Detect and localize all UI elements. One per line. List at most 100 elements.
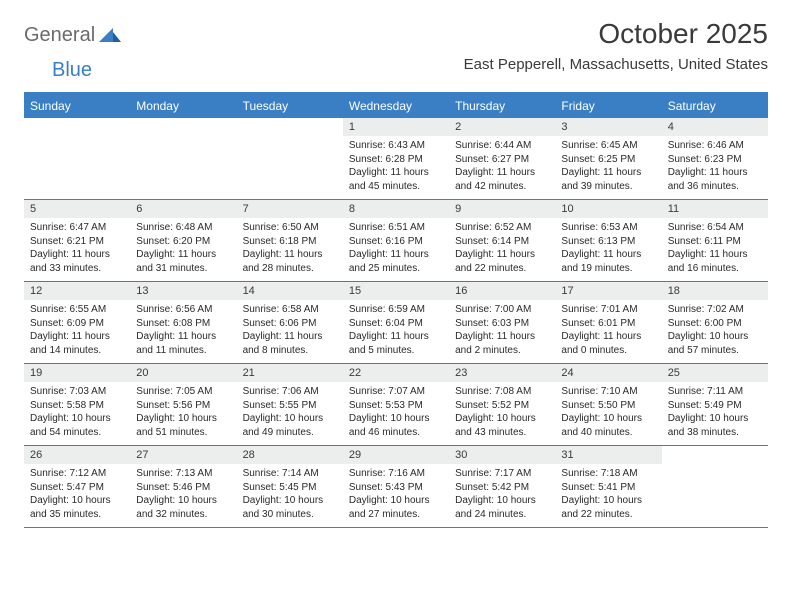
day-number: 13 [130, 282, 236, 300]
weekday-saturday: Saturday [662, 94, 768, 118]
day-body: Sunrise: 7:08 AMSunset: 5:52 PMDaylight:… [449, 382, 555, 445]
day-body: Sunrise: 6:50 AMSunset: 6:18 PMDaylight:… [237, 218, 343, 281]
day-cell: 10Sunrise: 6:53 AMSunset: 6:13 PMDayligh… [555, 200, 661, 281]
day-cell: 19Sunrise: 7:03 AMSunset: 5:58 PMDayligh… [24, 364, 130, 445]
day-number: 25 [662, 364, 768, 382]
day-number: 4 [662, 118, 768, 136]
sunrise-text: Sunrise: 6:44 AM [455, 139, 549, 153]
calendar-page: General October 2025 East Pepperell, Mas… [0, 0, 792, 528]
day-body: Sunrise: 6:47 AMSunset: 6:21 PMDaylight:… [24, 218, 130, 281]
day-body: Sunrise: 6:58 AMSunset: 6:06 PMDaylight:… [237, 300, 343, 363]
calendar-grid: 1Sunrise: 6:43 AMSunset: 6:28 PMDaylight… [24, 118, 768, 528]
day-cell: 18Sunrise: 7:02 AMSunset: 6:00 PMDayligh… [662, 282, 768, 363]
sunrise-text: Sunrise: 7:05 AM [136, 385, 230, 399]
day-number: 22 [343, 364, 449, 382]
day-cell: 15Sunrise: 6:59 AMSunset: 6:04 PMDayligh… [343, 282, 449, 363]
sunrise-text: Sunrise: 6:58 AM [243, 303, 337, 317]
sunset-text: Sunset: 6:20 PM [136, 235, 230, 249]
daylight-text: Daylight: 10 hours and 54 minutes. [30, 412, 124, 439]
day-cell: 3Sunrise: 6:45 AMSunset: 6:25 PMDaylight… [555, 118, 661, 199]
sunset-text: Sunset: 5:50 PM [561, 399, 655, 413]
sunset-text: Sunset: 5:46 PM [136, 481, 230, 495]
sunrise-text: Sunrise: 6:43 AM [349, 139, 443, 153]
logo-text-blue: Blue [52, 59, 92, 81]
day-body: Sunrise: 7:14 AMSunset: 5:45 PMDaylight:… [237, 464, 343, 527]
calendar: Sunday Monday Tuesday Wednesday Thursday… [24, 92, 768, 528]
daylight-text: Daylight: 11 hours and 2 minutes. [455, 330, 549, 357]
day-cell: 21Sunrise: 7:06 AMSunset: 5:55 PMDayligh… [237, 364, 343, 445]
daylight-text: Daylight: 10 hours and 43 minutes. [455, 412, 549, 439]
daylight-text: Daylight: 10 hours and 40 minutes. [561, 412, 655, 439]
day-body: Sunrise: 7:00 AMSunset: 6:03 PMDaylight:… [449, 300, 555, 363]
weekday-wednesday: Wednesday [343, 94, 449, 118]
daylight-text: Daylight: 11 hours and 14 minutes. [30, 330, 124, 357]
day-body: Sunrise: 6:53 AMSunset: 6:13 PMDaylight:… [555, 218, 661, 281]
sunset-text: Sunset: 6:08 PM [136, 317, 230, 331]
month-title: October 2025 [464, 18, 768, 50]
daylight-text: Daylight: 11 hours and 28 minutes. [243, 248, 337, 275]
sunrise-text: Sunrise: 7:01 AM [561, 303, 655, 317]
title-block: October 2025 East Pepperell, Massachuset… [464, 18, 768, 73]
daylight-text: Daylight: 11 hours and 16 minutes. [668, 248, 762, 275]
day-number: 17 [555, 282, 661, 300]
daylight-text: Daylight: 11 hours and 8 minutes. [243, 330, 337, 357]
sunrise-text: Sunrise: 7:16 AM [349, 467, 443, 481]
sunset-text: Sunset: 5:43 PM [349, 481, 443, 495]
day-body: Sunrise: 6:56 AMSunset: 6:08 PMDaylight:… [130, 300, 236, 363]
sunrise-text: Sunrise: 6:52 AM [455, 221, 549, 235]
sunrise-text: Sunrise: 7:03 AM [30, 385, 124, 399]
sunrise-text: Sunrise: 6:54 AM [668, 221, 762, 235]
weekday-tuesday: Tuesday [237, 94, 343, 118]
week-row: 12Sunrise: 6:55 AMSunset: 6:09 PMDayligh… [24, 282, 768, 364]
day-body: Sunrise: 6:54 AMSunset: 6:11 PMDaylight:… [662, 218, 768, 281]
daylight-text: Daylight: 10 hours and 51 minutes. [136, 412, 230, 439]
week-row: 26Sunrise: 7:12 AMSunset: 5:47 PMDayligh… [24, 446, 768, 528]
sunset-text: Sunset: 5:49 PM [668, 399, 762, 413]
day-cell: 20Sunrise: 7:05 AMSunset: 5:56 PMDayligh… [130, 364, 236, 445]
daylight-text: Daylight: 11 hours and 33 minutes. [30, 248, 124, 275]
logo-mark-icon [99, 26, 121, 47]
day-cell: 30Sunrise: 7:17 AMSunset: 5:42 PMDayligh… [449, 446, 555, 527]
day-number: 21 [237, 364, 343, 382]
sunrise-text: Sunrise: 7:14 AM [243, 467, 337, 481]
day-number: 9 [449, 200, 555, 218]
sunset-text: Sunset: 6:16 PM [349, 235, 443, 249]
sunset-text: Sunset: 5:45 PM [243, 481, 337, 495]
daylight-text: Daylight: 10 hours and 46 minutes. [349, 412, 443, 439]
logo: General [24, 18, 123, 47]
daylight-text: Daylight: 10 hours and 57 minutes. [668, 330, 762, 357]
day-cell-blank [130, 118, 236, 199]
day-number: 6 [130, 200, 236, 218]
day-number: 15 [343, 282, 449, 300]
weekday-sunday: Sunday [24, 94, 130, 118]
sunset-text: Sunset: 6:23 PM [668, 153, 762, 167]
day-body: Sunrise: 6:44 AMSunset: 6:27 PMDaylight:… [449, 136, 555, 199]
day-number: 28 [237, 446, 343, 464]
day-number: 2 [449, 118, 555, 136]
day-body: Sunrise: 7:03 AMSunset: 5:58 PMDaylight:… [24, 382, 130, 445]
daylight-text: Daylight: 11 hours and 39 minutes. [561, 166, 655, 193]
week-row: 19Sunrise: 7:03 AMSunset: 5:58 PMDayligh… [24, 364, 768, 446]
sunrise-text: Sunrise: 6:55 AM [30, 303, 124, 317]
day-number: 24 [555, 364, 661, 382]
daylight-text: Daylight: 11 hours and 22 minutes. [455, 248, 549, 275]
day-number: 16 [449, 282, 555, 300]
day-cell: 11Sunrise: 6:54 AMSunset: 6:11 PMDayligh… [662, 200, 768, 281]
sunset-text: Sunset: 6:21 PM [30, 235, 124, 249]
sunrise-text: Sunrise: 7:13 AM [136, 467, 230, 481]
sunset-text: Sunset: 6:01 PM [561, 317, 655, 331]
day-cell: 16Sunrise: 7:00 AMSunset: 6:03 PMDayligh… [449, 282, 555, 363]
day-number: 8 [343, 200, 449, 218]
day-body: Sunrise: 7:13 AMSunset: 5:46 PMDaylight:… [130, 464, 236, 527]
day-body: Sunrise: 7:07 AMSunset: 5:53 PMDaylight:… [343, 382, 449, 445]
sunset-text: Sunset: 6:27 PM [455, 153, 549, 167]
sunrise-text: Sunrise: 7:11 AM [668, 385, 762, 399]
day-number: 3 [555, 118, 661, 136]
weekday-header-row: Sunday Monday Tuesday Wednesday Thursday… [24, 94, 768, 118]
sunrise-text: Sunrise: 6:53 AM [561, 221, 655, 235]
sunset-text: Sunset: 6:04 PM [349, 317, 443, 331]
day-cell: 13Sunrise: 6:56 AMSunset: 6:08 PMDayligh… [130, 282, 236, 363]
day-cell: 23Sunrise: 7:08 AMSunset: 5:52 PMDayligh… [449, 364, 555, 445]
day-cell: 5Sunrise: 6:47 AMSunset: 6:21 PMDaylight… [24, 200, 130, 281]
day-number: 18 [662, 282, 768, 300]
